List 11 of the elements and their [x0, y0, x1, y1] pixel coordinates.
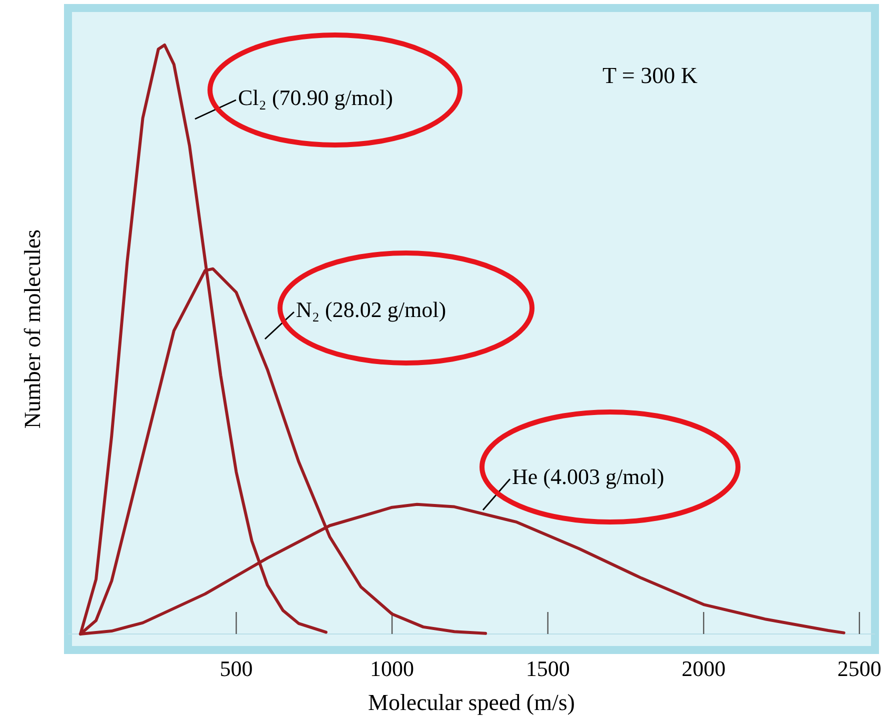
x-tick-label: 1500 [526, 656, 570, 681]
x-tick-label: 2500 [837, 656, 882, 681]
x-tick-label: 2000 [682, 656, 726, 681]
text: N₂ (28.02 g/mol) [296, 297, 446, 322]
series-label: He (4.003 g/mol) [512, 464, 664, 489]
x-tick-label: 1000 [370, 656, 414, 681]
x-axis-title: Molecular speed (m/s) [368, 690, 575, 715]
y-axis-title: Number of molecules [20, 229, 45, 429]
annotation: T = 300 K [602, 63, 698, 88]
text: Cl₂ (70.90 g/mol) [238, 85, 393, 110]
x-tick-label: 500 [220, 656, 253, 681]
